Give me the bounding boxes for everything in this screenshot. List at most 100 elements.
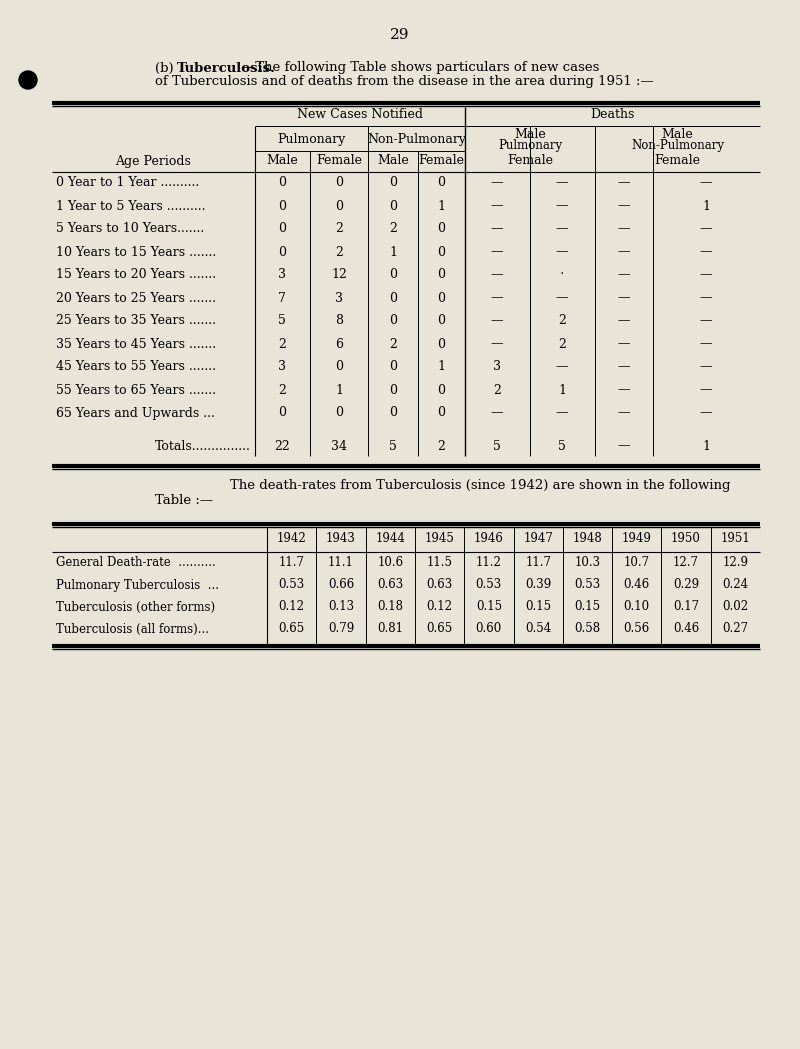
Text: 0: 0 xyxy=(437,384,445,397)
Text: Pulmonary Tuberculosis  ...: Pulmonary Tuberculosis ... xyxy=(56,578,219,592)
Text: 10.7: 10.7 xyxy=(624,557,650,570)
Text: —: — xyxy=(490,292,503,304)
Text: —: — xyxy=(490,199,503,213)
Text: 1942: 1942 xyxy=(277,532,306,544)
Text: 22: 22 xyxy=(274,440,290,452)
Text: 10 Years to 15 Years .......: 10 Years to 15 Years ....... xyxy=(56,245,216,258)
Text: 0.79: 0.79 xyxy=(328,622,354,636)
Text: 5: 5 xyxy=(389,440,397,452)
Text: 0: 0 xyxy=(335,176,343,190)
Text: —: — xyxy=(490,245,503,258)
Text: 0.65: 0.65 xyxy=(278,622,305,636)
Text: 12.9: 12.9 xyxy=(722,557,748,570)
Text: —: — xyxy=(490,222,503,235)
Text: 1948: 1948 xyxy=(573,532,602,544)
Text: —: — xyxy=(490,269,503,281)
Text: ⋅: ⋅ xyxy=(560,269,564,281)
Text: 45 Years to 55 Years .......: 45 Years to 55 Years ....... xyxy=(56,361,216,373)
Text: Table :—: Table :— xyxy=(155,493,213,507)
Text: Female: Female xyxy=(418,154,464,168)
Text: 1943: 1943 xyxy=(326,532,356,544)
Text: 1: 1 xyxy=(335,384,343,397)
Text: 3: 3 xyxy=(493,361,501,373)
Text: —: — xyxy=(618,361,630,373)
Text: 5: 5 xyxy=(278,315,286,327)
Text: 0.17: 0.17 xyxy=(673,600,699,614)
Text: 0.65: 0.65 xyxy=(426,622,453,636)
Text: 1: 1 xyxy=(437,361,445,373)
Text: 1946: 1946 xyxy=(474,532,504,544)
Text: 5: 5 xyxy=(493,440,501,452)
Text: 1951: 1951 xyxy=(721,532,750,544)
Text: —: — xyxy=(490,407,503,420)
Text: 0: 0 xyxy=(389,176,397,190)
Text: 1: 1 xyxy=(389,245,397,258)
Text: Male: Male xyxy=(514,128,546,142)
Text: —: — xyxy=(700,269,712,281)
Text: Male: Male xyxy=(662,128,694,142)
Text: 0.27: 0.27 xyxy=(722,622,749,636)
Text: 0.53: 0.53 xyxy=(278,578,305,592)
Text: 29: 29 xyxy=(390,28,410,42)
Text: 0: 0 xyxy=(437,269,445,281)
Text: —: — xyxy=(700,407,712,420)
Text: 1: 1 xyxy=(702,199,710,213)
Text: —: — xyxy=(700,315,712,327)
Text: Pulmonary: Pulmonary xyxy=(498,140,562,152)
Text: —: — xyxy=(700,338,712,350)
Text: —: — xyxy=(618,315,630,327)
Text: 20 Years to 25 Years .......: 20 Years to 25 Years ....... xyxy=(56,292,216,304)
Text: 12: 12 xyxy=(331,269,347,281)
Text: Non-Pulmonary: Non-Pulmonary xyxy=(367,132,466,146)
Text: 2: 2 xyxy=(335,245,343,258)
Text: Tuberculosis (other forms): Tuberculosis (other forms) xyxy=(56,600,215,614)
Text: Female: Female xyxy=(654,154,701,168)
Text: 0.54: 0.54 xyxy=(525,622,551,636)
Text: —: — xyxy=(618,176,630,190)
Text: 1947: 1947 xyxy=(523,532,553,544)
Text: 2: 2 xyxy=(558,315,566,327)
Text: 0.18: 0.18 xyxy=(378,600,403,614)
Text: 0: 0 xyxy=(437,407,445,420)
Text: 10.3: 10.3 xyxy=(574,557,601,570)
Text: 0: 0 xyxy=(389,199,397,213)
Text: 34: 34 xyxy=(331,440,347,452)
Text: 6: 6 xyxy=(335,338,343,350)
Text: —: — xyxy=(700,384,712,397)
Text: 1949: 1949 xyxy=(622,532,652,544)
Text: 11.7: 11.7 xyxy=(278,557,305,570)
Text: Female: Female xyxy=(316,154,362,168)
Text: —: — xyxy=(700,361,712,373)
Text: —: — xyxy=(556,407,568,420)
Text: 0: 0 xyxy=(335,199,343,213)
Text: 2: 2 xyxy=(278,384,286,397)
Text: 0.15: 0.15 xyxy=(525,600,551,614)
Text: —: — xyxy=(618,440,630,452)
Text: 0.56: 0.56 xyxy=(624,622,650,636)
Text: 0.02: 0.02 xyxy=(722,600,749,614)
Text: 1944: 1944 xyxy=(375,532,405,544)
Text: —The following Table shows particulars of new cases: —The following Table shows particulars o… xyxy=(242,62,599,74)
Text: —: — xyxy=(618,407,630,420)
Text: 0: 0 xyxy=(389,361,397,373)
Text: Age Periods: Age Periods xyxy=(115,154,191,168)
Text: 11.7: 11.7 xyxy=(525,557,551,570)
Text: 8: 8 xyxy=(335,315,343,327)
Text: 2: 2 xyxy=(558,338,566,350)
Text: Tuberculosis (all forms)...: Tuberculosis (all forms)... xyxy=(56,622,209,636)
Text: (b): (b) xyxy=(155,62,182,74)
Text: 0.60: 0.60 xyxy=(476,622,502,636)
Text: —: — xyxy=(700,292,712,304)
Text: —: — xyxy=(618,245,630,258)
Text: 0: 0 xyxy=(437,176,445,190)
Text: 0.81: 0.81 xyxy=(378,622,403,636)
Text: The death-rates from Tuberculosis (since 1942) are shown in the following: The death-rates from Tuberculosis (since… xyxy=(230,479,730,492)
Circle shape xyxy=(19,71,37,89)
Text: 0: 0 xyxy=(389,315,397,327)
Text: 0.66: 0.66 xyxy=(328,578,354,592)
Text: Male: Male xyxy=(377,154,409,168)
Text: 25 Years to 35 Years .......: 25 Years to 35 Years ....... xyxy=(56,315,216,327)
Text: —: — xyxy=(490,315,503,327)
Text: —: — xyxy=(556,222,568,235)
Text: 3: 3 xyxy=(335,292,343,304)
